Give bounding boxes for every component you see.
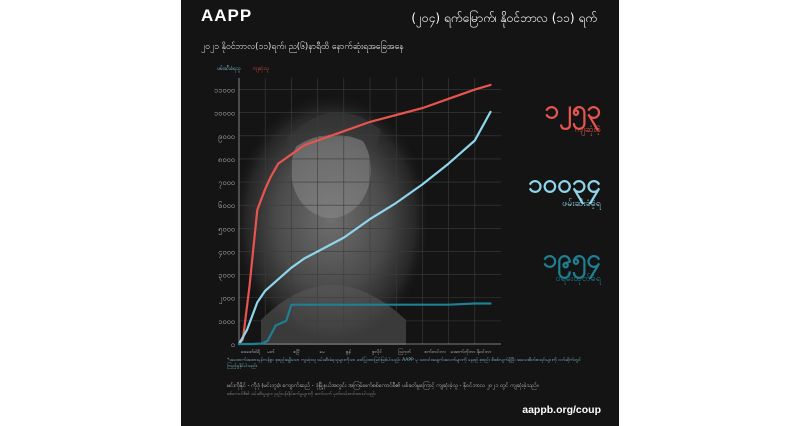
x-tick-label: ဖေဖော်ဝါရီ bbox=[241, 349, 261, 355]
x-tick-label: ဇူလိုင် bbox=[372, 349, 382, 355]
portrait-photo bbox=[231, 92, 431, 348]
stat-arrested: ၁၀၀၃၄ ဖမ်းဆီးခံခဲ့ရ bbox=[528, 170, 601, 210]
y-tick-label: ၁၀၀၀၀ bbox=[214, 109, 235, 118]
stat-detained: ၁၉၅၄ ဝရမ်းထုတ်ခံရ bbox=[543, 245, 602, 285]
stat-arrested-number: ၁၀၀၃၄ bbox=[527, 169, 601, 199]
stat-killed-number: ၁၂၅၃ bbox=[544, 95, 601, 125]
stat-detained-label: ဝရမ်းထုတ်ခံရ bbox=[555, 274, 601, 284]
x-axis-ticks: ဖေဖော်ဝါရီ မတ် ဧပြီ မေ ဇွန် ဇူလိုင် ဩဂုတ် စက်တင… bbox=[241, 349, 491, 355]
stat-detained-number: ၁၉၅၄ bbox=[542, 244, 602, 274]
chart-subtitle: ၂၀၂၁ နိုဝင်ဘာလ(၁၁)ရက်၊ ည(၆)နာရီထိ နောက်ဆ… bbox=[201, 42, 404, 52]
chart-grid bbox=[238, 78, 501, 345]
y-tick-label: ၁၁၀၀၀ bbox=[214, 86, 235, 95]
series-line-3 bbox=[237, 302, 492, 346]
footnote-text: *အထောက်အထားမှန်ကန်စွာ စုစည်းရရှိသော ကျဆု… bbox=[227, 358, 581, 369]
y-tick-label: ၂၀၀၀ bbox=[219, 294, 235, 304]
infographic-panel: AAPP (၂၀၄) ရက်မြောက်၊ နိုဝင်ဘာလ (၁၁) ရက်… bbox=[181, 0, 619, 426]
y-tick-label: ၅၀၀၀ bbox=[218, 224, 235, 234]
stat-killed-label: ကျဆုံးခဲ့ bbox=[574, 125, 601, 135]
caption-note: စစ်ကောင်စီ၏ ဖမ်းဆီးမှုများ၊ ညှဉ်းပန်းနှိ… bbox=[227, 392, 377, 397]
y-axis-label-killed: ကျဆုံးသူ bbox=[253, 66, 270, 72]
y-tick-label: ၀ bbox=[231, 340, 235, 349]
x-tick-label: နိုဝင်ဘာ bbox=[477, 349, 491, 355]
y-tick-label: ၆၀၀၀ bbox=[218, 201, 235, 210]
x-tick-label: ဩဂုတ် bbox=[398, 349, 411, 355]
chart-series bbox=[237, 83, 492, 346]
y-tick-label: ၃၀၀၀ bbox=[218, 271, 235, 281]
x-tick-label: ဇွန် bbox=[346, 349, 352, 355]
x-tick-label: ဧပြီ bbox=[293, 349, 300, 355]
y-tick-label: ၁၀၀၀ bbox=[218, 317, 235, 326]
y-tick-label: ၇၀၀၀ bbox=[218, 178, 235, 188]
x-tick-label: မတ် bbox=[267, 349, 275, 355]
headline-date: (၂၀၄) ရက်မြောက်၊ နိုဝင်ဘာလ (၁၁) ရက် bbox=[411, 11, 597, 25]
stat-killed: ၁၂၅၃ ကျဆုံးခဲ့ bbox=[544, 96, 601, 136]
victim-caption: မင်းကိုနိုင် - ကိုဒုံ (မင်းဘူး)၊ ကျောက်ဆ… bbox=[227, 383, 539, 389]
y-axis-label-arrested: ဖမ်းဆီးခံရသူ bbox=[217, 66, 241, 72]
series-line-2 bbox=[237, 110, 492, 346]
cumulative-line-chart: ၀ ၁၀၀၀ ၂၀၀၀ ၃၀၀၀ ၄၀၀၀ ၅၀၀၀ ၆၀၀၀ ၇၀၀၀ ၈၀၀၀ ၉၀၀၀ ၁၀၀… bbox=[214, 66, 501, 355]
website-url[interactable]: aappb.org/coup bbox=[522, 404, 601, 416]
stat-arrested-label: ဖမ်းဆီးခံခဲ့ရ bbox=[562, 199, 601, 209]
y-axis-ticks: ၀ ၁၀၀၀ ၂၀၀၀ ၃၀၀၀ ၄၀၀၀ ၅၀၀၀ ၆၀၀၀ ၇၀၀၀ ၈၀၀၀ ၉၀၀၀ ၁၀၀… bbox=[214, 86, 235, 349]
x-tick-label: စက်တင်ဘာ bbox=[424, 349, 445, 355]
y-tick-label: ၄၀၀၀ bbox=[218, 247, 235, 257]
x-tick-label: မေ bbox=[320, 350, 326, 355]
aapp-logo: AAPP bbox=[201, 6, 253, 25]
x-tick-label: အောက်တိုဘာ bbox=[451, 349, 476, 355]
y-tick-label: ၉၀၀၀ bbox=[218, 132, 235, 142]
series-line-1 bbox=[237, 83, 492, 346]
y-tick-label: ၈၀၀၀ bbox=[218, 155, 235, 164]
